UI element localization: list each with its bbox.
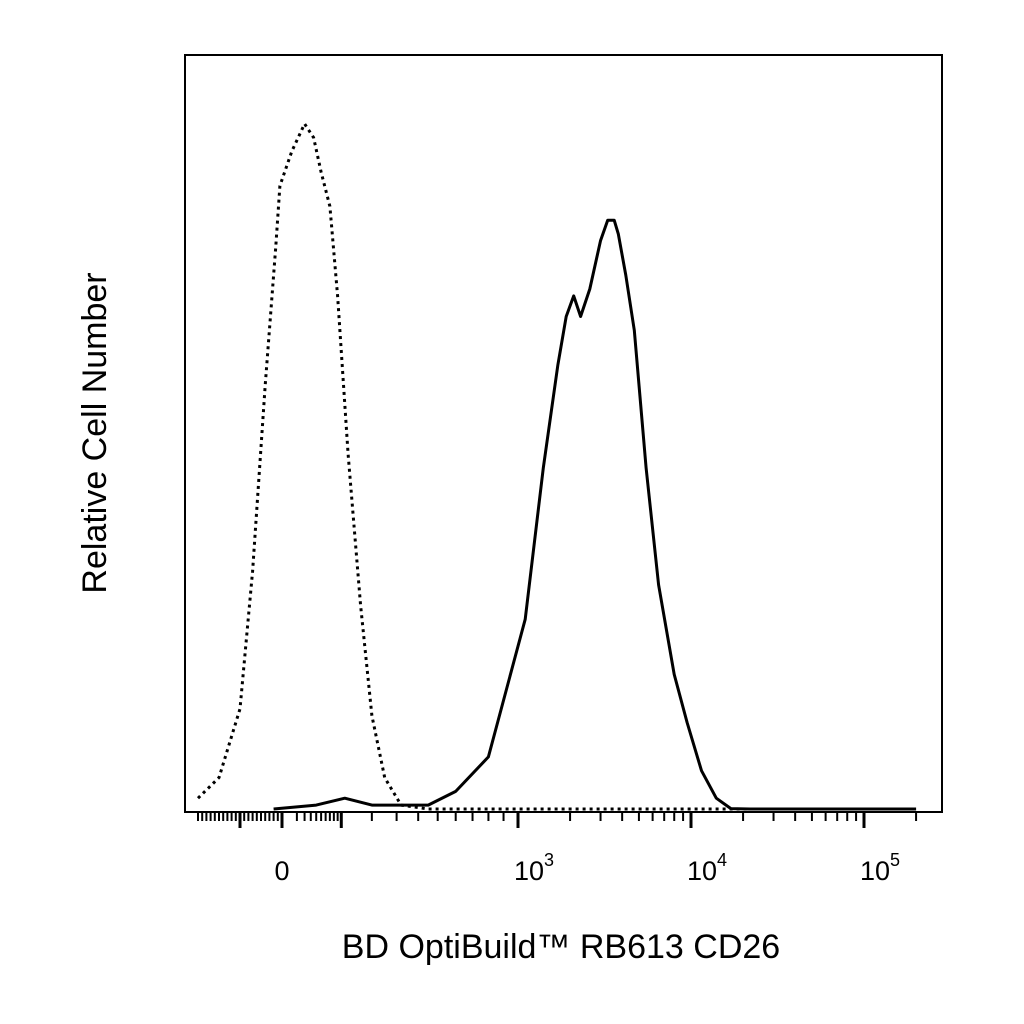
x-tick-label: 103 (514, 850, 554, 886)
series-1-line (196, 122, 917, 811)
x-axis-label: BD OptiBuild™ RB613 CD26 (342, 928, 780, 966)
plot-frame (184, 54, 943, 813)
y-axis-label: Relative Cell Number (76, 272, 114, 593)
x-tick-label: 105 (860, 850, 900, 886)
series-layer (196, 122, 917, 811)
x-tick-label: 104 (687, 850, 727, 886)
series-2-line (273, 218, 917, 811)
x-axis-ticks (197, 812, 918, 828)
x-axis-tick-labels: 0 103 104 105 (274, 850, 900, 886)
x-tick-label: 0 (274, 856, 289, 886)
